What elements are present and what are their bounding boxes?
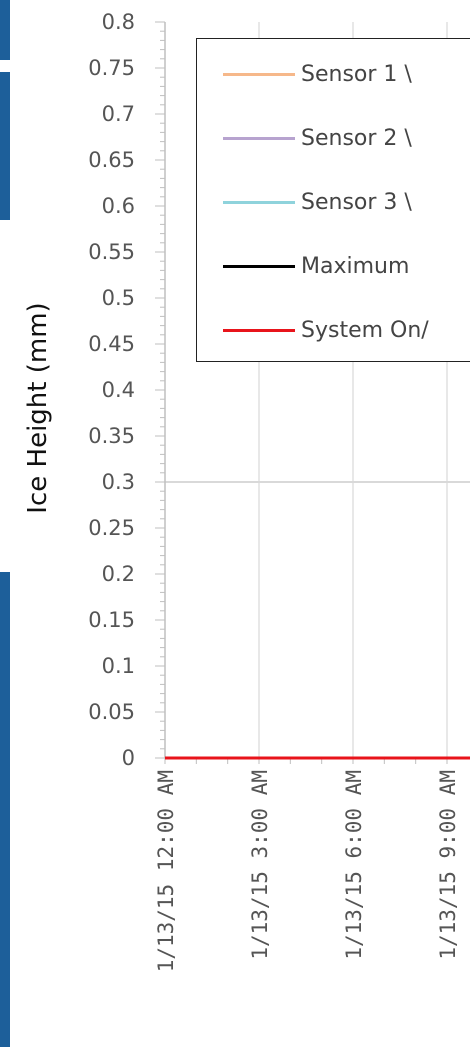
legend-label: Sensor 1 \ (301, 61, 412, 87)
x-tick-label: 1/13/15 3:00 AM (248, 770, 272, 960)
legend-label: Sensor 3 \ (301, 189, 412, 215)
legend-entry: Sensor 3 \ (223, 187, 412, 217)
chart-legend: Sensor 1 \ Sensor 2 \ Sensor 3 \ Maximum Sys… (196, 38, 470, 362)
y-tick-label: 0.75 (88, 56, 135, 80)
legend-label: System On/ (301, 317, 429, 343)
legend-entry: System On/ (223, 315, 429, 345)
y-tick-label: 0.05 (88, 700, 135, 724)
y-tick-label: 0.6 (102, 194, 135, 218)
y-tick-label: 0.65 (88, 148, 135, 172)
legend-swatch (223, 328, 295, 332)
side-decoration-bottom (0, 572, 10, 1047)
x-tick-labels: 1/13/15 12:00 AM 1/13/15 3:00 AM 1/13/15 6… (154, 770, 460, 972)
y-tick-label: 0.55 (88, 240, 135, 264)
y-tick-label: 0.8 (102, 10, 135, 34)
legend-label: Sensor 2 \ (301, 125, 412, 151)
legend-swatch (223, 72, 295, 76)
legend-entry: Sensor 2 \ (223, 123, 412, 153)
side-decoration-mid (0, 72, 10, 220)
y-tick-label: 0.45 (88, 332, 135, 356)
y-tick-label: 0.3 (102, 470, 135, 494)
legend-entry: Maximum (223, 251, 409, 281)
y-axis-label: Ice Height (mm) (23, 302, 53, 514)
y-tick-label: 0.2 (102, 562, 135, 586)
legend-swatch (223, 200, 295, 204)
y-tick-label: 0.7 (102, 102, 135, 126)
legend-swatch (223, 264, 295, 268)
y-tick-label: 0.1 (102, 654, 135, 678)
side-decoration-top (0, 0, 10, 60)
y-tick-label: 0.4 (102, 378, 135, 402)
y-tick-label: 0.25 (88, 516, 135, 540)
x-tick-label: 1/13/15 9:00 AM (436, 770, 460, 960)
y-tick-label: 0.35 (88, 424, 135, 448)
y-tick-label: 0.15 (88, 608, 135, 632)
y-tick-labels: 0 0.05 0.1 0.15 0.2 0.25 0.3 0.35 0.4 0.45 0.5 0.55… (88, 10, 135, 770)
x-tick-label: 1/13/15 6:00 AM (342, 770, 366, 960)
y-tick-label: 0.5 (102, 286, 135, 310)
y-tick-label: 0 (122, 746, 135, 770)
legend-swatch (223, 136, 295, 140)
legend-label: Maximum (301, 253, 410, 279)
legend-entry: Sensor 1 \ (223, 59, 412, 89)
x-tick-label: 1/13/15 12:00 AM (154, 770, 178, 972)
